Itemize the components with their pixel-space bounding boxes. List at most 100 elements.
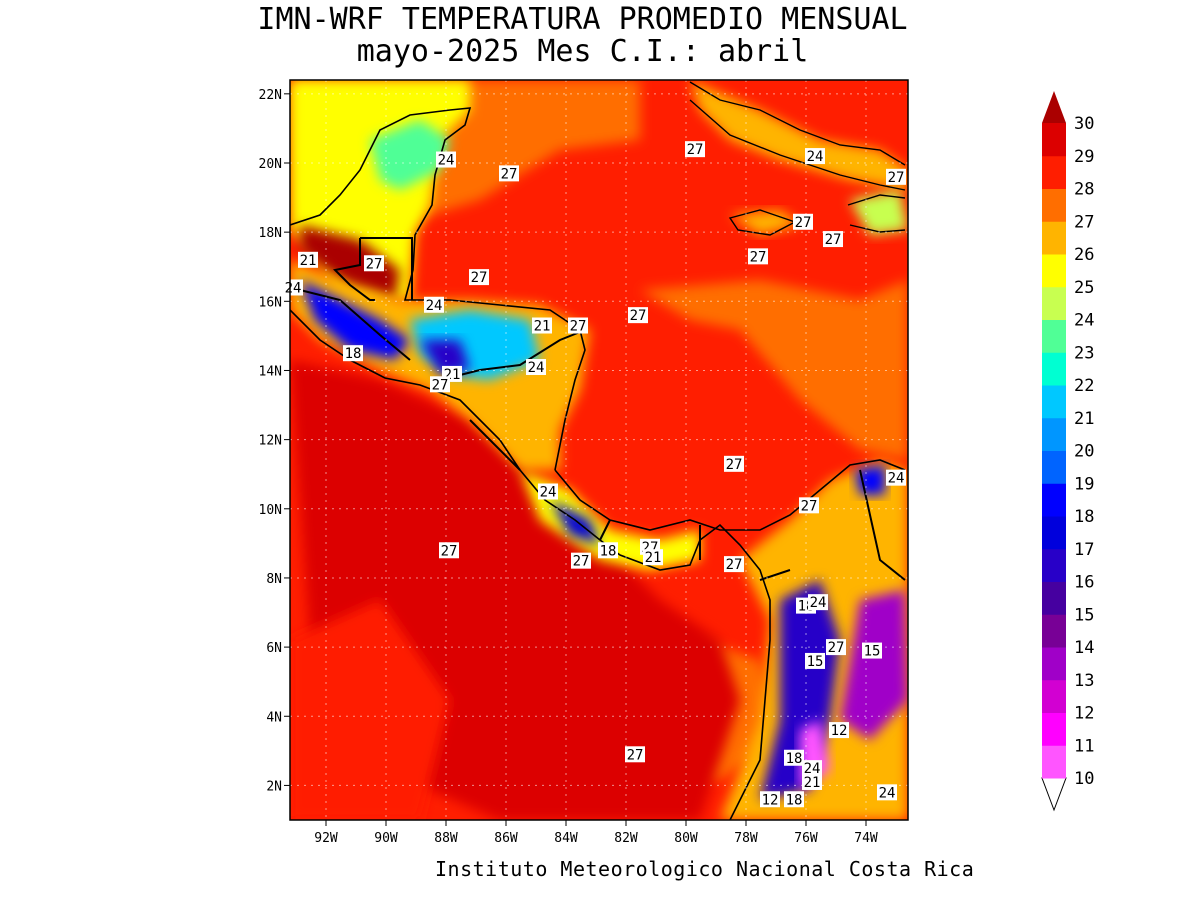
contour-label-box xyxy=(802,760,822,777)
axis-ticks: 92W 90W 88W 86W 84W 82W 80W 78W 76W 74W 2N 4N 6N 8N 10… xyxy=(259,88,878,846)
contour-label-box xyxy=(424,296,444,313)
lat-tick-label: 8N xyxy=(266,572,282,587)
contour-label: 24 xyxy=(436,151,456,169)
map-frame xyxy=(289,79,909,821)
contour-label-box xyxy=(526,359,546,376)
contour-label-box xyxy=(805,652,825,669)
colorbar-level-label: 25 xyxy=(1074,278,1094,298)
lon-tick-label: 90W xyxy=(374,831,398,846)
contour-label-box xyxy=(628,307,648,324)
colorbar-bin xyxy=(1042,679,1066,713)
colorbar-bin xyxy=(1042,221,1066,255)
contour-label: 27 xyxy=(439,542,459,559)
contour-label: 27 xyxy=(625,746,645,763)
contour-label: 21 xyxy=(802,773,822,791)
contour-label-text: 24 xyxy=(810,595,827,611)
colorbar-level-label: 22 xyxy=(1074,376,1094,396)
lat-tick-label: 22N xyxy=(259,88,282,103)
contour-label-box xyxy=(724,455,744,472)
colorbar-bin xyxy=(1042,417,1066,451)
contour-label-box xyxy=(805,148,825,165)
contour-label-box xyxy=(748,248,768,265)
contour-label: 12 xyxy=(829,722,849,739)
contour-label-box xyxy=(499,165,519,182)
contour-label-text: 27 xyxy=(825,232,842,248)
land-mexico-hot xyxy=(300,225,400,300)
colorbar-level-label: 17 xyxy=(1074,540,1094,560)
colorbar-level-label: 28 xyxy=(1074,180,1094,200)
colorbar-level-label: 12 xyxy=(1074,704,1094,724)
contour-label-box xyxy=(802,773,822,790)
contour-label: 27 xyxy=(799,497,819,514)
contour-label-box xyxy=(823,231,843,248)
contour-label-box xyxy=(469,269,489,286)
colorbar-level-label: 15 xyxy=(1074,605,1094,625)
coastline-mexico xyxy=(290,107,586,471)
contour-label: 27 xyxy=(748,248,768,265)
contour-label: 18 xyxy=(343,345,363,362)
colorbar-bin xyxy=(1042,581,1066,615)
lat-tick-label: 4N xyxy=(266,710,282,725)
contour-label-box xyxy=(808,594,828,611)
contour-label-text: 27 xyxy=(570,319,587,335)
lon-tick-label: 86W xyxy=(494,831,518,846)
contour-label-box xyxy=(877,784,897,801)
contour-label-text: 24 xyxy=(540,484,557,500)
contour-label-text: 27 xyxy=(573,554,590,570)
colorbar-level-label: 27 xyxy=(1074,212,1094,232)
contour-label-text: 27 xyxy=(801,498,818,514)
contour-label-box xyxy=(829,722,849,739)
colorbar-bin xyxy=(1042,548,1066,582)
lat-tick-label: 16N xyxy=(259,295,282,310)
contour-label: 21 xyxy=(298,251,318,269)
lat-tick-label: 12N xyxy=(259,434,282,449)
contour-label-box xyxy=(439,542,459,559)
contour-label-text: 24 xyxy=(804,761,821,777)
contour-label-text: 24 xyxy=(528,360,545,376)
contour-label-text: 12 xyxy=(831,723,848,739)
contour-label: 15 xyxy=(805,652,825,670)
coastline-caribbean-south xyxy=(554,459,906,531)
contour-label-text: 18 xyxy=(345,346,362,362)
contour-label-box xyxy=(571,552,591,569)
colorbar-bin xyxy=(1042,319,1066,353)
lat-tick-label: 20N xyxy=(259,157,282,172)
map-gridlines xyxy=(290,80,908,820)
land-yucatan-cool xyxy=(370,120,450,190)
colorbar-level-label: 10 xyxy=(1074,769,1094,789)
lon-tick-label: 88W xyxy=(434,831,458,846)
contour-label: 27 xyxy=(685,141,705,158)
contour-label-text: 18 xyxy=(786,792,803,808)
contour-label-box xyxy=(862,642,882,659)
contour-label: 24 xyxy=(886,469,906,487)
contour-label: 24 xyxy=(526,359,546,376)
map-title: IMN-WRF TEMPERATURA PROMEDIO MENSUAL xyxy=(257,2,908,37)
colorbar-bin xyxy=(1042,745,1066,779)
contour-label-text: 27 xyxy=(750,249,767,265)
colorbar-over-triangle xyxy=(1042,91,1066,123)
contour-label-text: 27 xyxy=(888,170,905,186)
contour-label-box xyxy=(886,168,906,185)
colorbar: 10 11 12 13 14 15 16 17 18 19 20 21 22 23 24 25 26 27 28 29… xyxy=(1041,91,1094,812)
colorbar-level-label: 13 xyxy=(1074,671,1094,691)
contour-label: 24 xyxy=(805,148,825,165)
colorbar-bin xyxy=(1042,352,1066,386)
contour-label: 27 xyxy=(823,231,843,248)
contour-label-box xyxy=(643,549,663,566)
land-guatemala-highlands xyxy=(300,280,410,360)
lon-tick-label: 80W xyxy=(674,831,698,846)
contour-label: 18 xyxy=(784,791,804,808)
contour-label-text: 21 xyxy=(534,319,551,335)
contour-label-box xyxy=(298,251,318,268)
contour-label-text: 27 xyxy=(828,640,845,656)
lat-tick-label: 6N xyxy=(266,641,282,656)
contour-label-box xyxy=(625,746,645,763)
contour-label-text: 24 xyxy=(888,471,905,487)
contour-label-text: 15 xyxy=(864,644,881,660)
colorbar-bin xyxy=(1042,188,1066,222)
contour-label-text: 21 xyxy=(300,253,317,269)
colorbar-level-label: 11 xyxy=(1074,736,1094,756)
lat-tick-label: 2N xyxy=(266,779,282,794)
